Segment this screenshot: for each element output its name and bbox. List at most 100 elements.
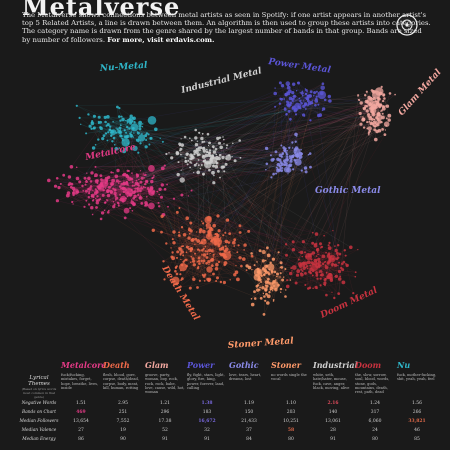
intro-link[interactable]: For more, visit erdavis.com. bbox=[107, 35, 215, 44]
band-node bbox=[301, 255, 303, 258]
band-node bbox=[104, 187, 107, 189]
table-cell: 16,672 bbox=[198, 419, 216, 424]
band-node bbox=[279, 266, 281, 268]
edge bbox=[318, 265, 343, 270]
band-node bbox=[110, 135, 113, 137]
band-node bbox=[285, 289, 287, 291]
edge bbox=[126, 181, 322, 276]
band-node bbox=[271, 257, 275, 261]
edge bbox=[105, 191, 125, 203]
edge bbox=[280, 262, 284, 278]
edge bbox=[299, 252, 327, 296]
edge bbox=[296, 276, 341, 284]
band-node bbox=[198, 153, 201, 156]
band-node bbox=[225, 158, 227, 160]
network-diagram: Nu-Metal Industrial Metal Power Metal Gl… bbox=[47, 57, 444, 351]
band-node bbox=[258, 282, 260, 284]
band-node bbox=[190, 189, 193, 192]
band-node bbox=[312, 287, 314, 290]
edge bbox=[305, 271, 322, 286]
band-node bbox=[337, 269, 342, 274]
band-node bbox=[273, 91, 278, 96]
band-node bbox=[362, 107, 366, 111]
band-node bbox=[273, 270, 277, 274]
band-node bbox=[116, 105, 119, 109]
table-row: Median Valence 27 19 52 32 37 58 28 24 46 bbox=[18, 426, 438, 435]
table-cell: 7,552 bbox=[116, 419, 130, 424]
edge bbox=[195, 123, 376, 139]
edge bbox=[94, 116, 321, 286]
edge bbox=[130, 118, 267, 273]
edge bbox=[108, 124, 130, 129]
band-node bbox=[319, 274, 323, 277]
band-node bbox=[211, 170, 215, 175]
edge bbox=[204, 272, 237, 277]
band-node bbox=[130, 199, 133, 201]
band-node bbox=[367, 113, 371, 117]
band-node bbox=[143, 177, 145, 179]
band-node bbox=[368, 133, 370, 136]
edge bbox=[332, 230, 343, 264]
band-node bbox=[219, 252, 222, 256]
band-node bbox=[151, 177, 154, 179]
table-cell: 13,061 bbox=[325, 419, 341, 424]
table-cell: 24 bbox=[372, 428, 378, 433]
edge bbox=[264, 248, 319, 275]
genre-name: Gothic bbox=[229, 360, 259, 370]
band-node bbox=[139, 187, 143, 190]
edge bbox=[206, 256, 307, 264]
band-node bbox=[83, 176, 87, 180]
band-node bbox=[311, 241, 315, 245]
edge bbox=[303, 241, 327, 273]
band-node bbox=[272, 300, 275, 302]
band-node bbox=[202, 259, 206, 263]
band-node bbox=[259, 296, 263, 300]
band-node bbox=[118, 107, 121, 110]
edge bbox=[290, 91, 367, 281]
edge bbox=[179, 145, 194, 242]
band-node bbox=[115, 179, 119, 183]
band-node bbox=[105, 132, 108, 135]
band-node bbox=[165, 242, 168, 245]
band-node bbox=[168, 152, 170, 154]
edge bbox=[190, 273, 214, 289]
edge bbox=[314, 107, 385, 245]
band-node bbox=[233, 245, 236, 247]
table-cell: 91 bbox=[162, 437, 168, 442]
band-node bbox=[106, 139, 109, 142]
intro-body: The Metalverse shows connections between… bbox=[22, 11, 431, 44]
band-node bbox=[115, 196, 119, 200]
band-node bbox=[188, 246, 190, 248]
band-node bbox=[305, 265, 309, 268]
band-node bbox=[357, 94, 360, 97]
edge bbox=[285, 94, 334, 231]
band-node bbox=[136, 187, 139, 190]
band-node bbox=[370, 122, 372, 125]
band-node bbox=[232, 240, 236, 245]
band-node bbox=[291, 141, 294, 144]
band-node bbox=[133, 194, 137, 198]
band-node bbox=[242, 257, 246, 261]
band-node bbox=[301, 94, 304, 97]
band-node bbox=[57, 186, 61, 190]
band-node bbox=[383, 133, 387, 136]
band-node bbox=[185, 258, 188, 261]
band-node bbox=[371, 97, 374, 100]
edge bbox=[211, 98, 385, 241]
band-node bbox=[222, 165, 226, 169]
edge bbox=[55, 186, 116, 201]
band-node bbox=[320, 85, 326, 91]
band-node bbox=[94, 188, 97, 191]
row-label: Bands on Chart bbox=[22, 410, 56, 415]
band-node bbox=[112, 201, 115, 203]
edge bbox=[127, 137, 142, 193]
genre-name: Stoner bbox=[271, 360, 301, 370]
edge bbox=[94, 87, 289, 177]
edge bbox=[256, 162, 299, 278]
band-node bbox=[329, 256, 332, 259]
band-node bbox=[100, 179, 109, 188]
band-node bbox=[213, 174, 215, 177]
band-node bbox=[75, 166, 78, 169]
band-node bbox=[324, 265, 329, 270]
edge bbox=[273, 262, 282, 302]
